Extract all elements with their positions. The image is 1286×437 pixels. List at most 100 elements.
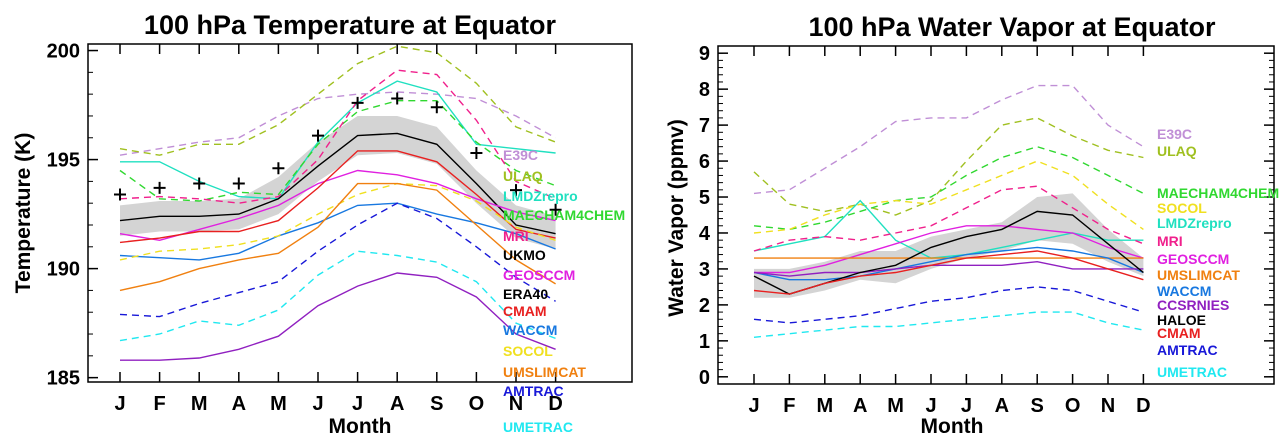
chart-title: 100 hPa Water Vapor at Equator bbox=[808, 12, 1216, 42]
y-tick-label: 6 bbox=[699, 151, 710, 173]
series-line-umetrac bbox=[753, 311, 1144, 338]
marker-era40 bbox=[430, 101, 443, 114]
y-tick-label: 200 bbox=[47, 41, 80, 63]
y-tick-label: 7 bbox=[699, 115, 710, 137]
x-tick-label: O bbox=[1065, 395, 1081, 417]
legend-entry-e39c: E39C bbox=[1157, 126, 1192, 142]
legend-entry-mri: MRI bbox=[1157, 233, 1183, 249]
series-line-umslimcat bbox=[119, 182, 556, 292]
series-line-cmam bbox=[753, 250, 1144, 295]
y-tick-label: 190 bbox=[47, 259, 80, 281]
y-tick-label: 5 bbox=[699, 187, 710, 209]
legend-entry-mri: MRI bbox=[503, 228, 529, 244]
series-line-amtrac bbox=[753, 286, 1144, 324]
series-line-ccsrnies bbox=[120, 272, 556, 361]
marker-era40 bbox=[391, 92, 404, 105]
series-line-ulaq bbox=[119, 45, 556, 156]
marker-era40 bbox=[153, 181, 166, 194]
legend-entry-geosccm: GEOSCCM bbox=[503, 267, 575, 283]
x-tick-label: J bbox=[114, 393, 125, 415]
series-line-socol bbox=[753, 160, 1144, 234]
legend-entry-ulaq: ULAQ bbox=[1157, 143, 1197, 159]
x-tick-label: D bbox=[548, 393, 562, 415]
spread-band-layer bbox=[120, 116, 556, 249]
legend-entry-cmam: CMAM bbox=[503, 303, 547, 319]
x-tick-label: A bbox=[995, 395, 1009, 417]
y-tick-label: 195 bbox=[47, 150, 80, 172]
ticks-layer: 185 190 195 200 J F M A M J J A S O N D bbox=[47, 41, 563, 415]
legend-entry-umslimcat: UMSLIMCAT bbox=[503, 364, 586, 380]
legend-entry-era40: ERA40 bbox=[503, 286, 548, 302]
marker-era40 bbox=[114, 188, 126, 201]
series-line-lmdzrepro bbox=[120, 80, 556, 200]
y-tick-label: 1 bbox=[699, 331, 710, 353]
series-line-mri bbox=[119, 69, 556, 204]
marker-era40 bbox=[232, 177, 245, 190]
legend-entry-haloe: HALOE bbox=[1157, 312, 1206, 328]
series-line-e39c bbox=[753, 84, 1144, 195]
legend-entry-cmam: CMAM bbox=[1157, 325, 1201, 341]
water-vapor-chart: 100 hPa Water Vapor at Equator Water Vap… bbox=[665, 12, 1279, 437]
marker-era40 bbox=[272, 162, 285, 175]
spread-band-layer bbox=[754, 193, 1144, 298]
legend-entry-socol: SOCOL bbox=[1157, 200, 1207, 216]
x-tick-label: J bbox=[961, 395, 972, 417]
series-layer bbox=[114, 45, 562, 361]
y-axis-label: Temperature (K) bbox=[12, 133, 35, 294]
legend-entry-umetrac: UMETRAC bbox=[503, 419, 573, 435]
x-tick-label: M bbox=[191, 393, 208, 415]
series-layer bbox=[753, 84, 1144, 338]
legend-entry-socol: SOCOL bbox=[503, 343, 553, 359]
x-axis-label: Month bbox=[921, 415, 984, 437]
y-tick-label: 8 bbox=[699, 79, 710, 101]
series-line-amtrac bbox=[119, 202, 556, 318]
spread-band bbox=[754, 193, 1144, 298]
x-axis-label: Month bbox=[329, 415, 392, 437]
x-tick-label: J bbox=[748, 395, 759, 417]
x-tick-label: N bbox=[509, 393, 523, 415]
series-line-waccm bbox=[753, 246, 1144, 281]
legend-entry-umslimcat: UMSLIMCAT bbox=[1157, 267, 1240, 283]
marker-era40 bbox=[549, 203, 562, 216]
y-tick-label: 9 bbox=[699, 43, 710, 65]
legend-entry-ccsrnies: CCSRNIES bbox=[1157, 297, 1229, 313]
series-line-ukmo bbox=[119, 132, 556, 235]
legend-entry-maecham4chem: MAECHAM4CHEM bbox=[1157, 185, 1279, 201]
x-tick-label: S bbox=[430, 393, 443, 415]
series-line-mri bbox=[753, 185, 1144, 252]
x-tick-label: M bbox=[887, 395, 904, 417]
legend-entry-geosccm: GEOSCCM bbox=[1157, 251, 1229, 267]
series-line-geosccm bbox=[754, 225, 1144, 274]
legend-entry-umetrac: UMETRAC bbox=[1157, 364, 1227, 380]
legend-entry-amtrac: AMTRAC bbox=[503, 383, 564, 399]
series-line-umetrac bbox=[119, 250, 556, 342]
legend-entry-e39c: E39C bbox=[503, 147, 538, 163]
x-tick-label: N bbox=[1101, 395, 1115, 417]
marker-era40 bbox=[470, 147, 483, 160]
spread-band bbox=[120, 116, 556, 249]
legend-entry-maecham4chem: MAECHAM4CHEM bbox=[503, 207, 625, 223]
x-tick-label: S bbox=[1031, 395, 1044, 417]
marker-era40 bbox=[312, 129, 324, 142]
x-tick-label: O bbox=[469, 393, 485, 415]
series-line-cmam bbox=[119, 150, 556, 244]
x-tick-label: J bbox=[925, 395, 936, 417]
x-tick-label: A bbox=[232, 393, 246, 415]
legend-entry-amtrac: AMTRAC bbox=[1157, 342, 1218, 358]
series-line-ccsrnies bbox=[753, 260, 1144, 277]
y-tick-label: 185 bbox=[47, 368, 80, 390]
y-tick-label: 2 bbox=[699, 295, 710, 317]
x-tick-label: F bbox=[783, 395, 795, 417]
series-line-socol bbox=[119, 182, 556, 261]
legend: E39C ULAQ LMDZrepro MAECHAM4CHEM MRI UKMO GEOS… bbox=[503, 147, 625, 435]
y-tick-label: 3 bbox=[699, 259, 710, 281]
marker-era40 bbox=[510, 184, 522, 197]
x-tick-label: D bbox=[1136, 395, 1150, 417]
plot-frame bbox=[717, 45, 1275, 385]
legend-entry-ulaq: ULAQ bbox=[503, 168, 543, 184]
temperature-chart: 100 hPa Temperature at Equator Temperatu… bbox=[12, 10, 633, 437]
series-line-ulaq bbox=[753, 117, 1144, 216]
